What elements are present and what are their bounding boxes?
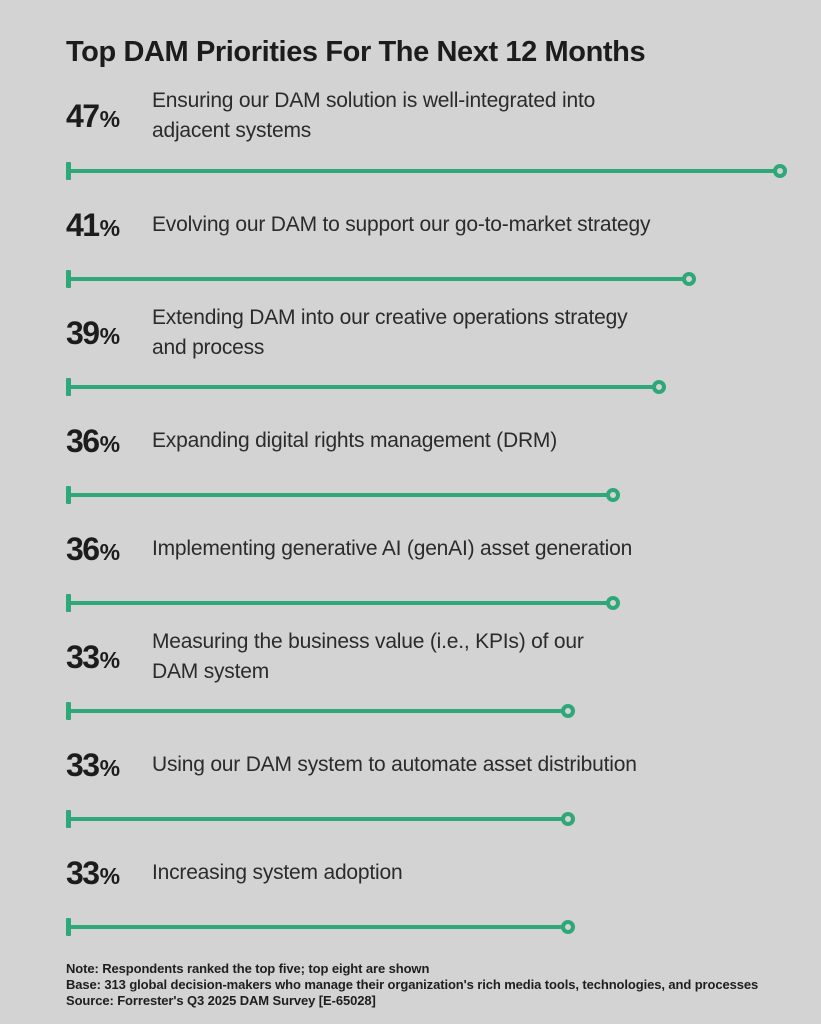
bar-row-body: 39 % Extending DAM into our creative ope…	[66, 288, 797, 378]
percent-number: 41	[66, 207, 100, 243]
bar-row: 33 % Using our DAM system to automate as…	[66, 720, 797, 828]
bar-label: Expanding digital rights management (DRM…	[152, 429, 557, 452]
bar-row: 36 % Implementing generative AI (genAI) …	[66, 504, 797, 612]
percent-value: 33 %	[66, 641, 152, 673]
percent-value: 47 %	[66, 100, 152, 132]
percent-number: 33	[66, 855, 100, 891]
bar-line	[66, 277, 684, 281]
percent-sign: %	[99, 431, 121, 457]
bar-row-body: 33 % Measuring the business value (i.e.,…	[66, 612, 797, 702]
percent-number: 36	[66, 423, 100, 459]
percent-sign: %	[99, 105, 121, 132]
percent-value: 33 %	[66, 749, 152, 781]
bar-row: 36 % Expanding digital rights management…	[66, 396, 797, 504]
bar-line	[66, 817, 563, 821]
lollipop-bar	[66, 594, 797, 612]
bar-line	[66, 601, 608, 605]
bar-line	[66, 493, 608, 497]
bar-label: Using our DAM system to automate asset d…	[152, 753, 637, 776]
bar-row: 39 % Extending DAM into our creative ope…	[66, 288, 797, 396]
percent-number: 47	[66, 97, 100, 134]
bar-row-body: 33 % Using our DAM system to automate as…	[66, 720, 797, 810]
bar-label: Extending DAM into our creative operatio…	[152, 306, 628, 359]
percent-sign: %	[99, 647, 121, 673]
lollipop-bar	[66, 702, 797, 720]
bar-row-body: 47 % Ensuring our DAM solution is well-i…	[66, 69, 797, 162]
footnote-base: Base: 313 global decision-makers who man…	[66, 977, 759, 992]
bar-end-circle-icon	[773, 164, 787, 178]
bar-end-circle-icon	[561, 704, 575, 718]
percent-value: 36 %	[66, 533, 152, 565]
lollipop-bar	[66, 918, 797, 936]
bar-row: 41 % Evolving our DAM to support our go-…	[66, 180, 797, 288]
bar-end-circle-icon	[652, 380, 666, 394]
bar-line	[66, 385, 654, 389]
bar-label: Increasing system adoption	[152, 861, 403, 884]
percent-sign: %	[99, 863, 121, 889]
lollipop-bar	[66, 810, 797, 828]
percent-number: 39	[66, 315, 100, 351]
bar-row-body: 36 % Expanding digital rights management…	[66, 396, 797, 486]
percent-sign: %	[99, 215, 121, 241]
bar-row-body: 41 % Evolving our DAM to support our go-…	[66, 180, 797, 270]
percent-number: 33	[66, 747, 100, 783]
bar-end-circle-icon	[561, 812, 575, 826]
percent-sign: %	[99, 323, 121, 349]
percent-value: 41 %	[66, 209, 152, 241]
bar-row: 33 % Measuring the business value (i.e.,…	[66, 612, 797, 720]
lollipop-bar	[66, 378, 797, 396]
lollipop-bar	[66, 486, 797, 504]
bar-line	[66, 169, 775, 173]
bar-label: Evolving our DAM to support our go-to-ma…	[152, 213, 651, 236]
percent-value: 33 %	[66, 857, 152, 889]
footnote-source: Source: Forrester's Q3 2025 DAM Survey […	[66, 993, 376, 1008]
bar-row: 33 % Increasing system adoption	[66, 828, 797, 936]
bar-end-circle-icon	[606, 596, 620, 610]
bar-line	[66, 709, 563, 713]
bar-label: Measuring the business value (i.e., KPIs…	[152, 630, 584, 683]
bar-label: Implementing generative AI (genAI) asset…	[152, 537, 633, 560]
lollipop-bar	[66, 162, 797, 180]
percent-sign: %	[99, 755, 121, 781]
bar-end-circle-icon	[606, 488, 620, 502]
footnote-note: Note: Respondents ranked the top five; t…	[66, 961, 430, 976]
bar-row: 47 % Ensuring our DAM solution is well-i…	[66, 69, 797, 180]
lollipop-bar	[66, 270, 797, 288]
bar-end-circle-icon	[561, 920, 575, 934]
bar-row-body: 33 % Increasing system adoption	[66, 828, 797, 918]
percent-number: 36	[66, 531, 100, 567]
bar-rows: 47 % Ensuring our DAM solution is well-i…	[66, 69, 797, 936]
bar-label: Ensuring our DAM solution is well-integr…	[152, 88, 596, 142]
percent-number: 33	[66, 639, 100, 675]
footnotes: Note: Respondents ranked the top five; t…	[66, 961, 797, 1009]
percent-value: 36 %	[66, 425, 152, 457]
bar-line	[66, 925, 563, 929]
bar-row-body: 36 % Implementing generative AI (genAI) …	[66, 504, 797, 594]
percent-sign: %	[99, 539, 121, 565]
chart-title: Top DAM Priorities For The Next 12 Month…	[66, 36, 646, 68]
percent-value: 39 %	[66, 317, 152, 349]
bar-end-circle-icon	[682, 272, 696, 286]
